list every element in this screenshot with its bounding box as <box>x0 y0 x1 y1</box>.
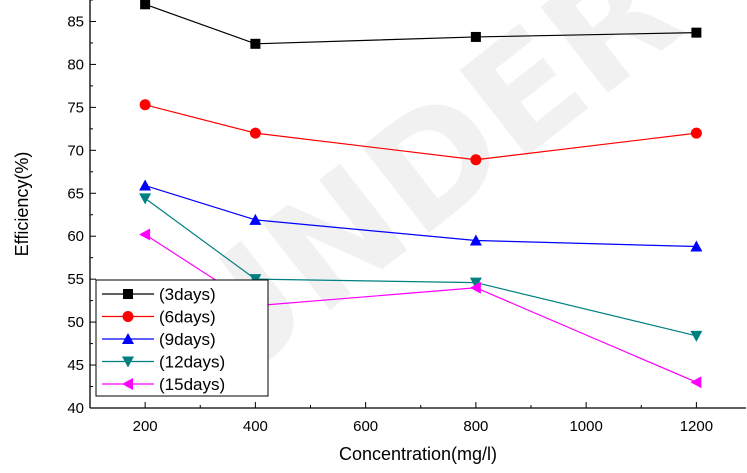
legend: (3days) (6days) (9days) (12days) (15days) <box>95 279 269 397</box>
x-axis-title: Concentration(mg/l) <box>339 444 497 464</box>
y-tick-label: 85 <box>67 13 84 30</box>
legend-label: (9days) <box>159 330 216 349</box>
series-line <box>144 184 697 248</box>
series-line <box>144 197 697 337</box>
data-point <box>139 99 151 111</box>
y-tick-label: 50 <box>67 314 84 331</box>
x-tick-label: 400 <box>243 418 268 435</box>
y-tick-label: 60 <box>67 228 84 245</box>
series-line <box>144 233 697 383</box>
series-2 <box>139 179 703 252</box>
y-tick-label: 45 <box>67 357 84 374</box>
legend-marker <box>122 378 133 390</box>
legend-marker <box>123 289 133 299</box>
series-layer <box>139 0 703 389</box>
data-point <box>470 31 481 42</box>
y-tick-label: 80 <box>67 56 84 73</box>
data-point <box>469 281 481 294</box>
data-point <box>249 213 262 225</box>
data-point <box>249 127 261 139</box>
legend-marker <box>122 356 134 368</box>
plot-axes: 40 45 50 55 60 65 70 75 80 85 200 400 600 800 1000 1200 <box>67 0 746 435</box>
legend-item: (9days) <box>102 330 216 349</box>
legend-item: (6days) <box>102 308 216 327</box>
legend-label: (15days) <box>159 375 225 394</box>
data-point <box>470 154 482 166</box>
data-point <box>250 38 261 49</box>
data-point <box>690 330 703 342</box>
y-axis-title: Efficiency(%) <box>12 152 32 257</box>
data-point <box>139 228 151 241</box>
legend-marker <box>122 333 134 344</box>
data-point <box>690 376 702 389</box>
x-tick-label: 200 <box>133 418 158 435</box>
series-1 <box>139 99 702 166</box>
legend-box <box>95 279 269 397</box>
legend-marker <box>122 311 134 322</box>
legend-label: (12days) <box>159 353 225 372</box>
data-point <box>469 277 482 289</box>
data-point <box>690 240 703 252</box>
data-point <box>691 27 702 38</box>
y-tick-label: 75 <box>67 99 84 116</box>
y-tick-label: 65 <box>67 185 84 202</box>
data-point <box>469 234 482 246</box>
legend-item: (15days) <box>102 375 225 394</box>
data-point <box>139 179 152 191</box>
y-tick-label: 40 <box>67 400 84 417</box>
legend-label: (6days) <box>159 308 216 327</box>
series-3 <box>139 193 703 342</box>
data-point <box>139 193 152 205</box>
x-tick-label: 800 <box>463 418 488 435</box>
series-line <box>144 104 697 161</box>
legend-label: (3days) <box>159 285 216 304</box>
y-tick-label: 55 <box>67 271 84 288</box>
x-tick-label: 1200 <box>680 418 713 435</box>
data-point <box>140 0 151 10</box>
legend-item: (3days) <box>102 285 216 304</box>
x-tick-label: 1000 <box>569 418 602 435</box>
y-tick-label: 70 <box>67 142 84 159</box>
series-line <box>144 3 697 45</box>
data-point <box>690 127 702 139</box>
legend-item: (12days) <box>102 353 225 372</box>
x-tick-label: 600 <box>353 418 378 435</box>
series-0 <box>140 0 702 49</box>
